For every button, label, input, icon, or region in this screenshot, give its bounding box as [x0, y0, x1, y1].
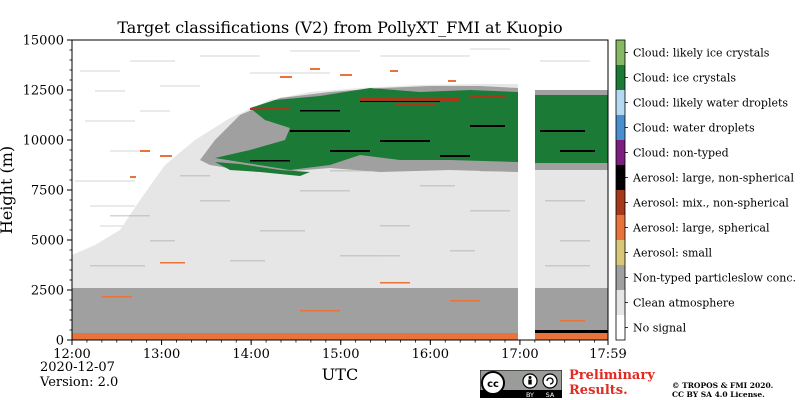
legend-label: Clean atmosphere — [633, 297, 735, 310]
legend-frame — [615, 39, 626, 341]
x-tick-label: 15:00 — [322, 347, 359, 362]
x-tick-label: 13:00 — [143, 347, 180, 362]
preliminary-results-note: Preliminary Results. — [569, 368, 655, 398]
x-tick-label: 16:00 — [412, 347, 449, 362]
plot-area — [72, 40, 608, 340]
legend-swatch — [616, 190, 625, 215]
legend-label: Cloud: likely water droplets — [633, 97, 788, 110]
x-axis-label: UTC — [322, 365, 358, 384]
x-tick-label: 17:00 — [501, 347, 538, 362]
svg-text:cc: cc — [487, 379, 499, 390]
y-tick-label: 15000 — [23, 34, 64, 49]
copyright-line-1: © TROPOS & FMI 2020. — [672, 381, 774, 390]
chart-title: Target classifications (V2) from PollyXT… — [117, 18, 562, 37]
y-tick-label: 10000 — [23, 134, 64, 149]
preliminary-line-2: Results. — [569, 383, 628, 398]
legend: No signal Clean atmosphere Non-typed parti… — [615, 39, 796, 341]
x-tick-label: 12:00 — [53, 347, 90, 362]
legend-label: Cloud: water droplets — [633, 122, 755, 135]
y-tick-label: 5000 — [31, 234, 64, 249]
legend-label: Aerosol: large, spherical — [632, 222, 770, 235]
cc-by-sa-badge: cc BY SA — [480, 370, 562, 398]
legend-swatch — [616, 290, 625, 315]
region-no-signal-gap — [518, 40, 535, 340]
legend-swatch — [616, 40, 625, 65]
region-aerosol-mixed-nonspherical — [250, 95, 505, 110]
legend-swatch — [616, 65, 625, 90]
region-cloud-ice-crystals-right — [535, 95, 608, 163]
region-cloud-ice-crystals — [215, 88, 518, 170]
region-aerosol-large-spherical-surface — [72, 333, 608, 340]
y-tick-label: 0 — [56, 334, 64, 349]
legend-swatch — [616, 315, 625, 340]
date-label: 2020-12-07 — [40, 360, 115, 375]
legend-swatch — [616, 240, 625, 265]
y-tick-label: 7500 — [31, 184, 64, 199]
region-cloud-ice-crystals-lower-tail — [215, 162, 310, 176]
y-axis-ticks: 0 2500 5000 7500 10000 12500 15000 — [23, 34, 72, 349]
legend-label: Cloud: non-typed — [633, 147, 729, 160]
legend-label: Non-typed particleslow conc. — [633, 272, 796, 285]
legend-label: No signal — [633, 322, 687, 335]
legend-label: Cloud: ice crystals — [633, 72, 736, 85]
legend-swatch — [616, 215, 625, 240]
y-tick-label: 12500 — [23, 84, 64, 99]
copyright-note: © TROPOS & FMI 2020. CC BY SA 4.0 Licens… — [672, 381, 773, 399]
cc-icon — [481, 371, 505, 395]
y-axis-label: Height (m) — [0, 146, 16, 234]
cc-by-text: BY — [526, 391, 534, 398]
cc-sa-text: SA — [546, 391, 555, 398]
sa-share-icon — [542, 373, 558, 389]
x-tick-label: 17:59 — [589, 347, 626, 362]
preliminary-line-1: Preliminary — [569, 368, 655, 383]
y-tick-label: 2500 — [31, 284, 64, 299]
legend-swatch — [616, 165, 625, 190]
x-axis-ticks: 12:00 13:00 14:00 15:00 16:00 17:00 17:59 — [53, 340, 627, 362]
legend-swatch — [616, 115, 625, 140]
region-aerosol-large-spherical-speckle — [102, 68, 585, 322]
legend-swatch — [616, 140, 625, 165]
legend-label: Aerosol: small — [632, 247, 712, 260]
legend-swatch — [616, 265, 625, 290]
region-sparse-signal — [75, 48, 590, 227]
legend-label: Aerosol: mix., non-spherical — [632, 197, 789, 210]
legend-label: Cloud: likely ice crystals — [633, 47, 770, 60]
x-tick-label: 14:00 — [232, 347, 269, 362]
legend-label: Aerosol: large, non-spherical — [632, 172, 794, 185]
copyright-line-2: CC BY SA 4.0 License. — [672, 390, 765, 399]
legend-swatch — [616, 90, 625, 115]
version-label: Version: 2.0 — [40, 375, 119, 390]
